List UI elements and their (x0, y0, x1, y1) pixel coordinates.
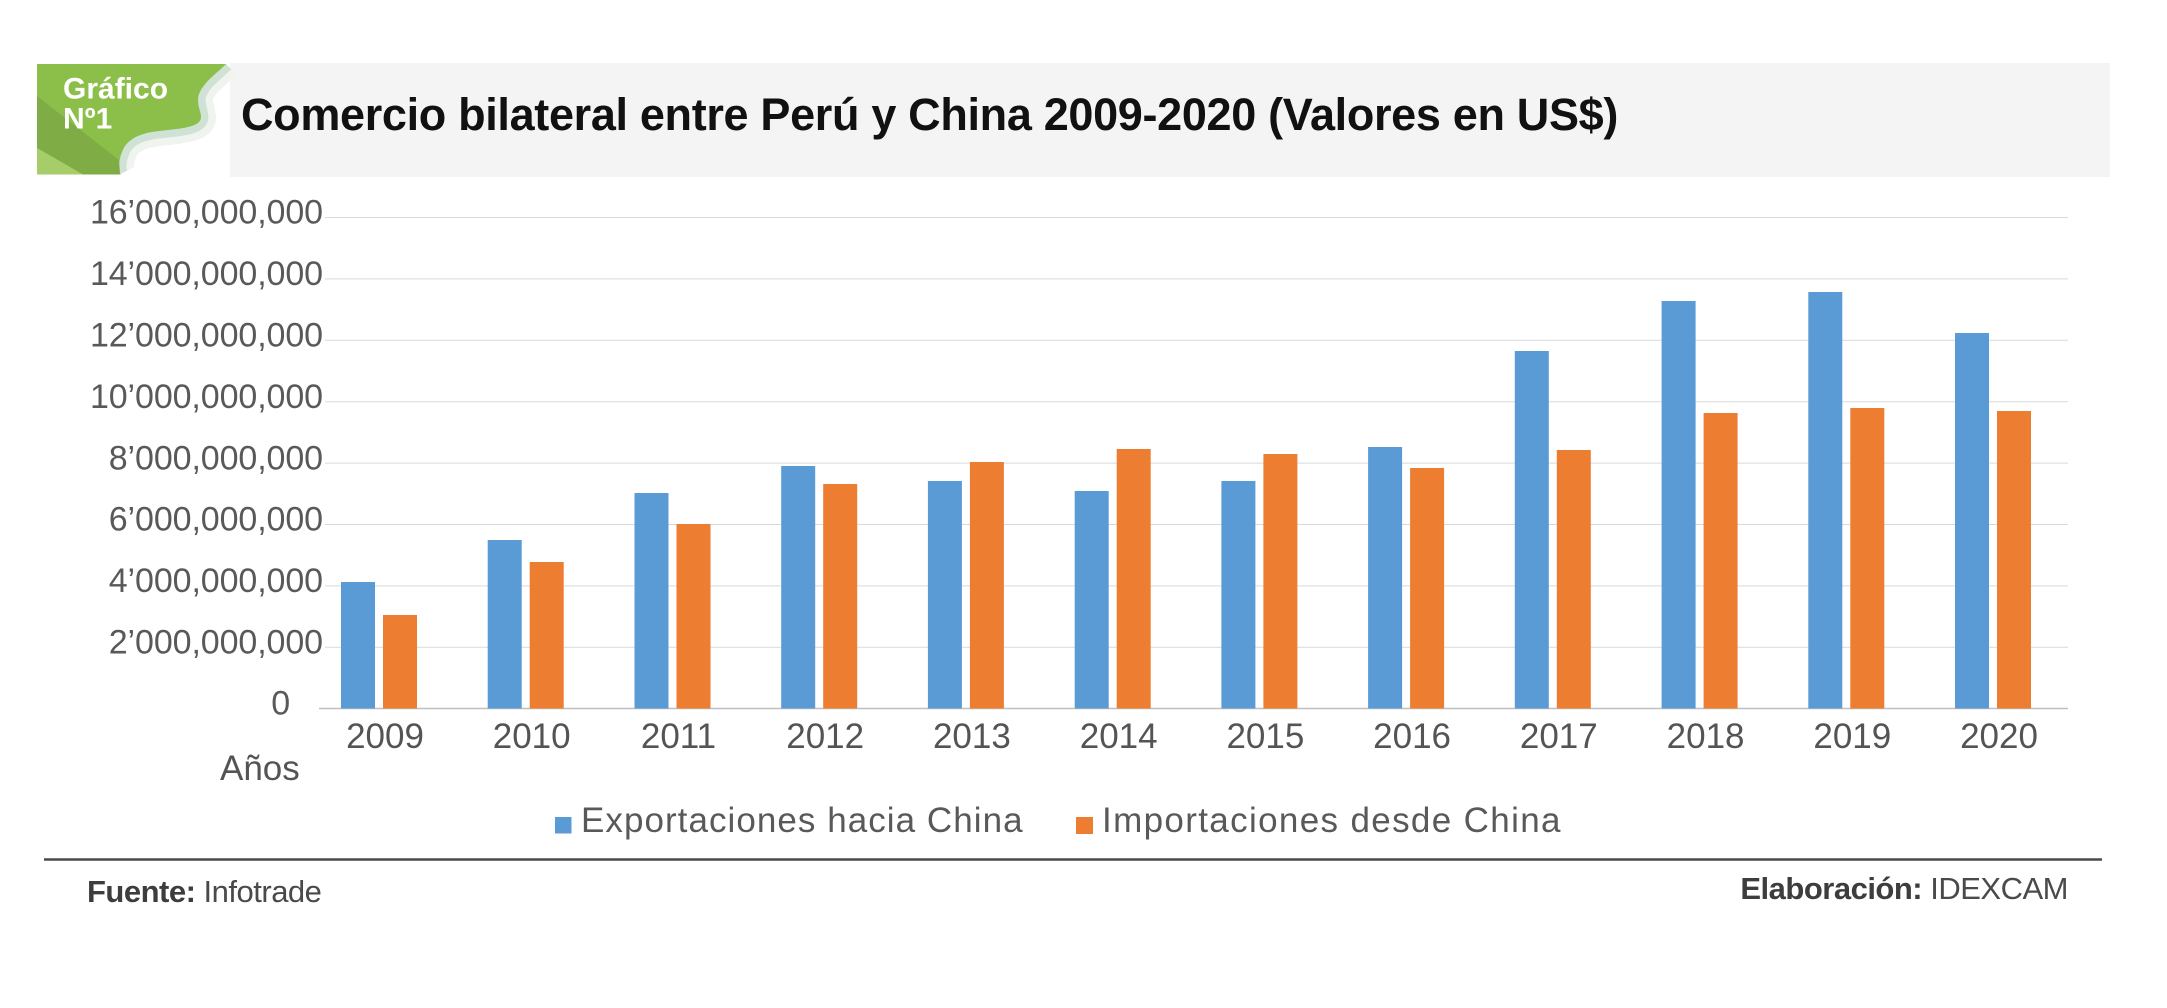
svg-text:2013: 2013 (933, 717, 1011, 756)
svg-text:2014: 2014 (1080, 717, 1158, 756)
svg-text:16’000,000,000: 16’000,000,000 (90, 194, 323, 232)
svg-text:14’000,000,000: 14’000,000,000 (90, 255, 323, 293)
svg-text:2016: 2016 (1373, 717, 1451, 756)
svg-text:6’000,000,000: 6’000,000,000 (109, 501, 323, 539)
svg-text:Nº1: Nº1 (63, 102, 112, 135)
svg-text:12’000,000,000: 12’000,000,000 (90, 317, 323, 355)
svg-text:0: 0 (271, 685, 290, 723)
svg-text:2018: 2018 (1667, 717, 1745, 756)
svg-text:4’000,000,000: 4’000,000,000 (109, 562, 323, 600)
svg-text:Importaciones desde China: Importaciones desde China (1102, 801, 1562, 840)
svg-text:2020: 2020 (1960, 717, 2038, 756)
svg-text:Exportaciones hacia China: Exportaciones hacia China (581, 801, 1024, 840)
svg-text:Años: Años (220, 749, 300, 788)
svg-text:2012: 2012 (786, 717, 864, 756)
svg-text:2015: 2015 (1226, 717, 1304, 756)
svg-text:10’000,000,000: 10’000,000,000 (90, 378, 323, 416)
svg-text:Fuente: Infotrade: Fuente: Infotrade (87, 874, 321, 909)
svg-text:2009: 2009 (346, 717, 424, 756)
svg-text:2019: 2019 (1813, 717, 1891, 756)
svg-text:2017: 2017 (1520, 717, 1598, 756)
svg-text:2’000,000,000: 2’000,000,000 (109, 624, 323, 662)
svg-text:2011: 2011 (641, 717, 716, 756)
svg-text:8’000,000,000: 8’000,000,000 (109, 439, 323, 477)
svg-text:2010: 2010 (493, 717, 571, 756)
svg-text:Elaboración: IDEXCAM: Elaboración: IDEXCAM (1740, 871, 2068, 906)
svg-text:Gráfico: Gráfico (63, 72, 168, 105)
svg-text:Comercio bilateral entre Perú: Comercio bilateral entre Perú y China 20… (241, 89, 1618, 140)
